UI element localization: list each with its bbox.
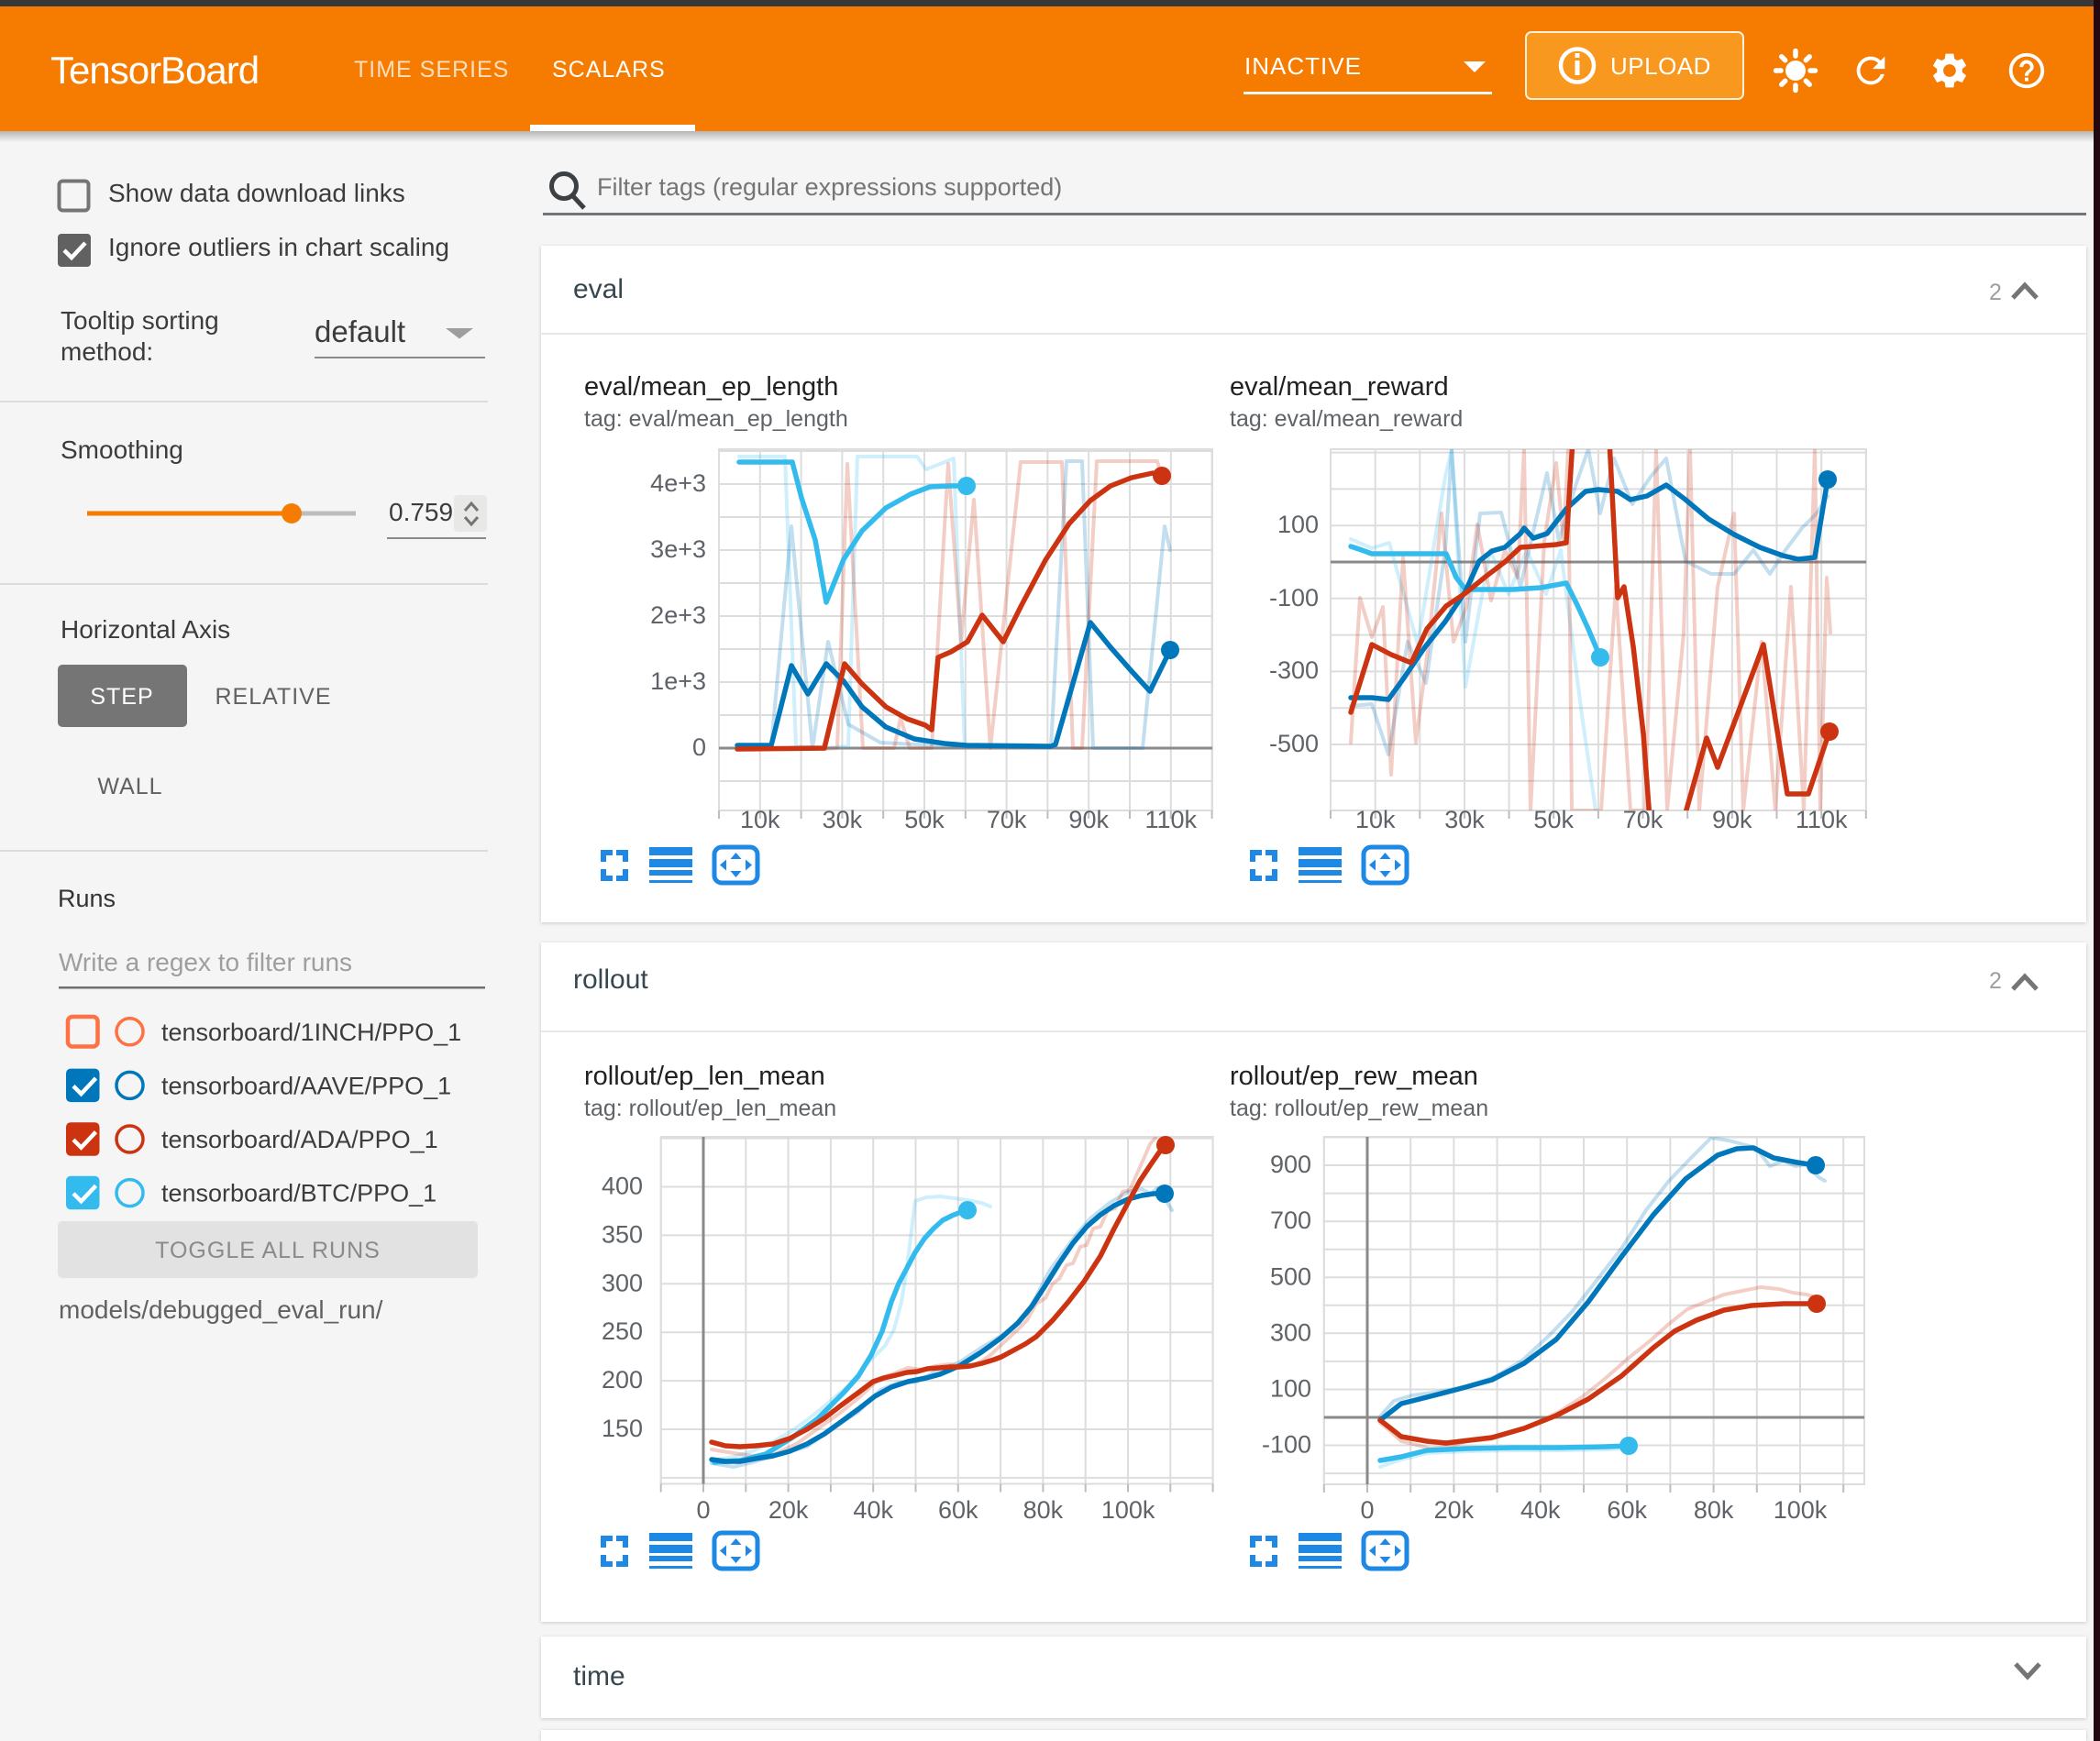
svg-text:40k: 40k bbox=[853, 1496, 893, 1524]
svg-text:50k: 50k bbox=[904, 806, 945, 833]
svg-text:TOGGLE ALL RUNS: TOGGLE ALL RUNS bbox=[155, 1238, 381, 1263]
svg-text:-500: -500 bbox=[1269, 730, 1319, 757]
svg-text:50k: 50k bbox=[1533, 806, 1574, 833]
svg-text:3e+3: 3e+3 bbox=[650, 535, 706, 563]
svg-text:20k: 20k bbox=[1434, 1496, 1475, 1524]
svg-text:0: 0 bbox=[1360, 1496, 1374, 1524]
svg-text:70k: 70k bbox=[987, 806, 1027, 833]
svg-text:tensorboard/1INCH/PPO_1: tensorboard/1INCH/PPO_1 bbox=[161, 1019, 461, 1046]
svg-text:100k: 100k bbox=[1101, 1496, 1155, 1524]
svg-text:70k: 70k bbox=[1623, 806, 1663, 833]
svg-text:0: 0 bbox=[692, 733, 706, 761]
svg-text:150: 150 bbox=[602, 1415, 643, 1442]
svg-text:100: 100 bbox=[1270, 1375, 1311, 1403]
svg-text:-100: -100 bbox=[1269, 584, 1319, 612]
svg-text:WALL: WALL bbox=[97, 774, 162, 799]
svg-text:250: 250 bbox=[602, 1317, 643, 1345]
svg-text:110k: 110k bbox=[1796, 806, 1848, 833]
svg-text:1e+3: 1e+3 bbox=[650, 667, 706, 695]
svg-text:500: 500 bbox=[1270, 1262, 1311, 1290]
svg-text:30k: 30k bbox=[1444, 806, 1485, 833]
svg-text:40k: 40k bbox=[1520, 1496, 1561, 1524]
svg-text:4e+3: 4e+3 bbox=[650, 469, 706, 497]
svg-text:tensorboard/AAVE/PPO_1: tensorboard/AAVE/PPO_1 bbox=[161, 1072, 451, 1099]
svg-text:200: 200 bbox=[602, 1366, 643, 1394]
svg-text:60k: 60k bbox=[938, 1496, 978, 1524]
svg-text:tensorboard/ADA/PPO_1: tensorboard/ADA/PPO_1 bbox=[161, 1126, 438, 1153]
svg-text:2e+3: 2e+3 bbox=[650, 601, 706, 629]
svg-text:STEP: STEP bbox=[90, 684, 153, 710]
svg-text:80k: 80k bbox=[1023, 1496, 1064, 1524]
svg-text:90k: 90k bbox=[1712, 806, 1752, 833]
svg-text:30k: 30k bbox=[823, 806, 863, 833]
svg-text:400: 400 bbox=[602, 1173, 643, 1200]
svg-text:900: 900 bbox=[1270, 1151, 1311, 1178]
svg-text:60k: 60k bbox=[1607, 1496, 1647, 1524]
svg-text:300: 300 bbox=[1270, 1318, 1311, 1346]
svg-text:10k: 10k bbox=[1355, 806, 1396, 833]
svg-text:350: 350 bbox=[602, 1220, 643, 1248]
svg-text:0: 0 bbox=[696, 1496, 710, 1524]
svg-text:80k: 80k bbox=[1694, 1496, 1734, 1524]
svg-text:90k: 90k bbox=[1068, 806, 1109, 833]
svg-text:300: 300 bbox=[602, 1269, 643, 1296]
svg-text:tensorboard/BTC/PPO_1: tensorboard/BTC/PPO_1 bbox=[161, 1180, 437, 1207]
svg-text:-100: -100 bbox=[1262, 1431, 1311, 1459]
svg-text:-300: -300 bbox=[1269, 656, 1319, 684]
svg-text:100: 100 bbox=[1277, 511, 1319, 538]
svg-text:100k: 100k bbox=[1774, 1496, 1828, 1524]
svg-text:700: 700 bbox=[1270, 1207, 1311, 1234]
svg-text:10k: 10k bbox=[740, 806, 780, 833]
svg-text:RELATIVE: RELATIVE bbox=[215, 684, 331, 710]
svg-text:110k: 110k bbox=[1145, 806, 1198, 833]
svg-text:20k: 20k bbox=[768, 1496, 809, 1524]
